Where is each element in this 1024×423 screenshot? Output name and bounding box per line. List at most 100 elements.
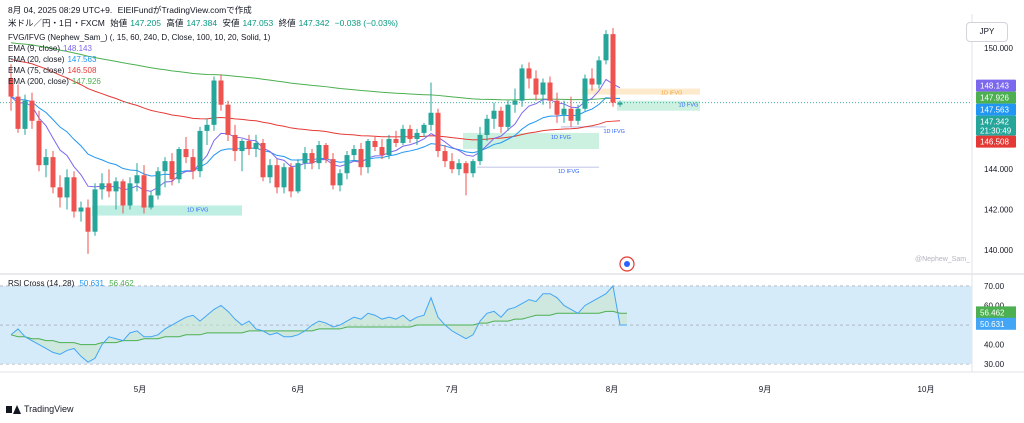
countdown-text: 21:30:49 xyxy=(980,127,1012,136)
candle-body xyxy=(281,167,287,188)
fvg-zone-label: 1D IFVG xyxy=(604,129,625,135)
candle-body xyxy=(414,132,420,139)
candle-body xyxy=(64,177,70,198)
candle-body xyxy=(365,140,371,168)
ema20-price-tag-text: 147.563 xyxy=(980,106,1009,115)
ema-line xyxy=(10,42,621,101)
last-price-tag-text: 147.342 xyxy=(980,118,1009,127)
rsi-slow-tag-text: 56.462 xyxy=(980,308,1005,317)
candle-body xyxy=(148,195,154,208)
candle-body xyxy=(260,142,266,178)
candle-body xyxy=(484,118,490,135)
author-watermark: @Nephew_Sam_ xyxy=(915,256,970,263)
candle-body xyxy=(463,163,469,174)
candle-body xyxy=(225,104,231,135)
ema200-price-tag xyxy=(976,91,1016,104)
rsi-slow-tag xyxy=(976,306,1016,319)
candle-body xyxy=(582,78,588,109)
candle-body xyxy=(330,159,336,186)
candle-body xyxy=(141,175,147,208)
candle-body xyxy=(232,134,238,152)
candle-body xyxy=(372,140,378,148)
candle-body xyxy=(274,165,280,188)
candle-body xyxy=(337,173,343,186)
candle-body xyxy=(204,124,210,131)
candle-body xyxy=(456,163,462,170)
fvg-indicator-legend[interactable]: FVG/IFVG (Nephew_Sam_) (, 15, 60, 240, D… xyxy=(8,33,271,42)
candle-body xyxy=(477,134,483,162)
x-tick-label: 9月 xyxy=(759,385,771,394)
x-tick-label: 8月 xyxy=(606,385,618,394)
candle-body xyxy=(295,163,301,192)
close-value: 147.342 xyxy=(298,18,330,28)
candle-body xyxy=(442,151,448,162)
candle-body xyxy=(253,142,259,150)
candle-body xyxy=(211,80,217,125)
candle-body xyxy=(575,108,581,121)
candle-body xyxy=(596,60,602,85)
ema20-legend[interactable]: EMA (20, close) 147.563 xyxy=(8,55,97,64)
candle-body xyxy=(169,161,175,180)
low-value: 147.053 xyxy=(242,18,274,28)
header-date: 8月 04, 2025 08:29 UTC+9. xyxy=(8,5,113,15)
candle-body xyxy=(197,130,203,172)
candle-body xyxy=(176,149,182,180)
fvg-zone-label: 1D IFVG xyxy=(661,91,682,97)
candle-body xyxy=(547,82,553,101)
rsi-cross-fill xyxy=(11,285,627,363)
candle-body xyxy=(554,100,560,115)
tradingview-icon xyxy=(6,404,21,414)
candle-body xyxy=(8,78,14,97)
candle-body xyxy=(316,145,322,164)
candle-body xyxy=(113,181,119,192)
x-tick-label: 7月 xyxy=(446,385,458,394)
candle-body xyxy=(358,149,364,168)
candle-body xyxy=(57,187,63,198)
candle-body xyxy=(568,108,574,121)
symbol-label[interactable]: 米ドル／円・1日・FXCM xyxy=(8,18,105,28)
ema200-legend[interactable]: EMA (200, close) 147.926 xyxy=(8,77,101,86)
y-tick-label: 140.000 xyxy=(984,246,1013,255)
candle-body xyxy=(323,145,329,160)
candle-body xyxy=(134,175,140,184)
candle-body xyxy=(15,96,21,129)
candle-body xyxy=(344,155,350,174)
high-value: 147.384 xyxy=(186,18,218,28)
candle-body xyxy=(302,153,308,164)
candle-body xyxy=(470,161,476,174)
candle-body xyxy=(309,153,315,164)
candle-body xyxy=(589,78,595,85)
rsi-y-tick-label: 70.00 xyxy=(984,282,1005,291)
tradingview-logo[interactable]: TradingView xyxy=(6,404,74,414)
rsi-slow-line xyxy=(10,310,627,346)
fvg-zone-label: 1D FVG xyxy=(551,135,571,141)
rsi-fast-line xyxy=(10,284,627,363)
x-tick-label: 10月 xyxy=(918,385,935,394)
candle-body xyxy=(407,128,413,139)
open-value: 147.205 xyxy=(130,18,161,28)
candle-body xyxy=(239,140,245,152)
rsi-legend[interactable]: RSI Cross (14, 28) 50.631 56.462 xyxy=(8,279,134,288)
fvg-zone xyxy=(92,205,242,216)
candle-body xyxy=(50,157,56,188)
currency-button[interactable]: JPY xyxy=(966,22,1008,42)
candle-body xyxy=(379,147,385,156)
candle-body xyxy=(106,183,112,192)
rsi-fast-tag-text: 50.631 xyxy=(980,320,1005,329)
candle-body xyxy=(505,104,511,127)
candle-body xyxy=(183,149,189,158)
ema20-price-tag xyxy=(976,103,1016,116)
candle-body xyxy=(288,167,294,192)
ema200-price-tag-text: 147.926 xyxy=(980,94,1009,103)
ema-line xyxy=(10,58,621,141)
candle-body xyxy=(92,189,98,232)
candle-body xyxy=(617,102,623,105)
fvg-zone-label: 1D FVG xyxy=(679,103,699,109)
candle-body xyxy=(512,100,518,105)
rsi-fast-tag xyxy=(976,317,1016,330)
ema75-legend[interactable]: EMA (75, close) 146.508 xyxy=(8,66,97,75)
candle-body xyxy=(78,207,84,212)
ema9-legend[interactable]: EMA (9, close) 148.143 xyxy=(8,44,92,53)
candle-body xyxy=(540,82,546,95)
